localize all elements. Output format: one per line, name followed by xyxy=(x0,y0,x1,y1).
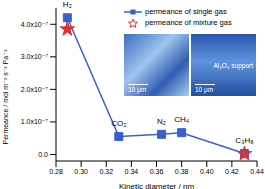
html-text:Al₂O₃ support: Al₂O₃ support xyxy=(213,62,253,69)
svg-text:0.40: 0.40 xyxy=(200,168,214,175)
svg-text:0.28: 0.28 xyxy=(49,168,63,175)
svg-text:0.36: 0.36 xyxy=(150,168,164,175)
html-text:10 μm: 10 μm xyxy=(195,86,214,93)
html-text:permeance of mixture gas: permeance of mixture gas xyxy=(145,18,232,27)
svg-text:0.32: 0.32 xyxy=(99,168,113,175)
svg-text:N₂: N₂ xyxy=(157,117,166,126)
html-text:10 μm: 10 μm xyxy=(128,86,147,93)
svg-text:0.0: 0.0 xyxy=(38,151,48,158)
svg-text:0.42: 0.42 xyxy=(225,168,239,175)
svg-text:CH₄: CH₄ xyxy=(174,115,189,124)
svg-text:3.0x10⁻⁷: 3.0x10⁻⁷ xyxy=(21,53,49,60)
svg-text:0.38: 0.38 xyxy=(175,168,189,175)
svg-text:Permeance / mol m⁻² s⁻¹ Pa⁻¹: Permeance / mol m⁻² s⁻¹ Pa⁻¹ xyxy=(8,49,9,144)
html-text:permeance of single gas: permeance of single gas xyxy=(145,7,227,16)
svg-text:4.0x10⁻⁷: 4.0x10⁻⁷ xyxy=(21,21,49,28)
svg-text:2.0x10⁻⁷: 2.0x10⁻⁷ xyxy=(21,86,49,93)
svg-text:1.0x10⁻⁷: 1.0x10⁻⁷ xyxy=(21,118,49,125)
svg-text:Kinetic diameter / nm: Kinetic diameter / nm xyxy=(119,182,194,189)
svg-text:0.44: 0.44 xyxy=(250,168,257,175)
svg-text:0.34: 0.34 xyxy=(125,168,139,175)
svg-text:0.30: 0.30 xyxy=(74,168,88,175)
svg-text:CO₂: CO₂ xyxy=(111,119,126,128)
svg-text:H₂: H₂ xyxy=(63,0,72,9)
svg-text:C₃H₈: C₃H₈ xyxy=(235,136,253,145)
